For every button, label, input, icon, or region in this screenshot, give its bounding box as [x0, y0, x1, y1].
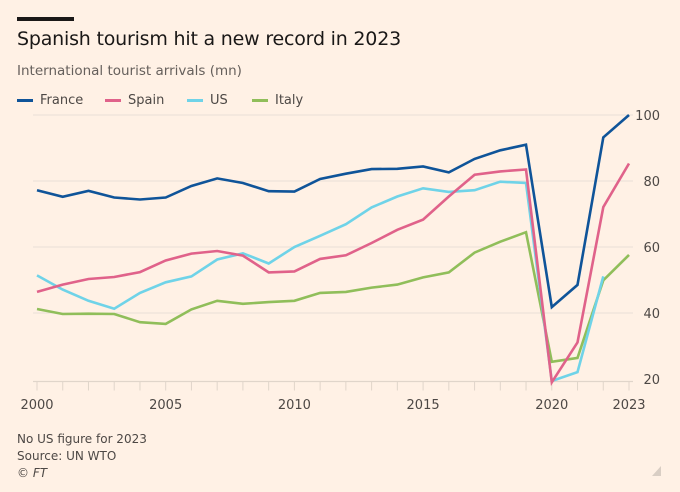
legend-swatch-spain [105, 98, 121, 102]
x-tick-label-2015: 2015 [407, 398, 440, 413]
x-tick-label-2000: 2000 [20, 398, 53, 413]
series-line-italy [36, 230, 630, 364]
legend-swatch-france [17, 98, 33, 102]
x-tick-label-2005: 2005 [149, 398, 182, 413]
x-tick-label-2023: 2023 [612, 398, 645, 413]
legend-item-us: US [187, 91, 228, 109]
y-tick-label-20: 20 [643, 373, 660, 388]
legend-item-italy: Italy [252, 91, 303, 109]
x-tick-label-2010: 2010 [278, 398, 311, 413]
series-lines [36, 114, 631, 387]
x-axis: 2000 2005 2010 2015 2020 2023 [20, 380, 646, 413]
y-tick-label-60: 60 [643, 241, 660, 256]
y-tick-label-100: 100 [635, 109, 660, 124]
series-line-spain [36, 162, 631, 387]
legend-swatch-italy [252, 98, 268, 102]
gridlines [33, 114, 633, 314]
series-line-us [36, 180, 605, 383]
footnote: No US figure for 2023 [17, 432, 147, 446]
legend-item-spain: Spain [105, 91, 164, 109]
x-tick-label-2020: 2020 [535, 398, 568, 413]
legend-label-spain: Spain [128, 92, 165, 108]
y-tick-label-40: 40 [643, 307, 660, 322]
title-accent-bar [17, 17, 74, 21]
source-note: Source: UN WTO [17, 449, 117, 463]
y-tick-label-80: 80 [643, 175, 660, 190]
legend-label-france: France [40, 92, 84, 108]
copyright: © FT [17, 466, 48, 480]
chart-title: Spanish tourism hit a new record in 2023 [17, 28, 401, 50]
y-axis: 20 40 60 80 100 [635, 109, 660, 388]
line-chart: 2000 2005 2010 2015 2020 2023 20 40 60 80 100 [20, 109, 660, 413]
legend-item-france: France [17, 91, 83, 109]
legend-swatch-us [187, 98, 203, 102]
chart-subtitle: International tourist arrivals (mn) [17, 63, 242, 79]
legend-label-italy: Italy [275, 92, 304, 108]
legend-label-us: US [210, 92, 228, 108]
resize-corner-icon [652, 466, 661, 476]
series-line-france [36, 114, 630, 310]
legend: France Spain US Italy [17, 91, 417, 109]
